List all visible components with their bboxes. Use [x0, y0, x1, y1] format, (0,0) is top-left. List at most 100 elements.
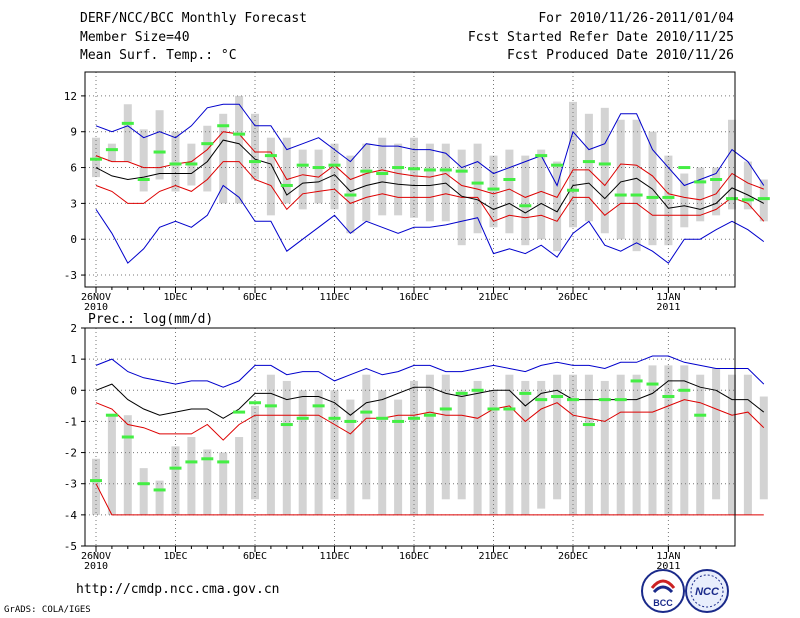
- ensemble-box: [696, 167, 705, 222]
- obs-marker: [471, 388, 484, 392]
- ensemble-box: [743, 374, 752, 515]
- obs-marker: [264, 404, 277, 408]
- ensemble-box: [107, 415, 116, 515]
- obs-marker: [312, 166, 325, 170]
- y-tick-label: 6: [70, 162, 77, 175]
- ensemble-box: [457, 390, 466, 500]
- series-min: [95, 103, 765, 187]
- obs-marker: [646, 195, 659, 199]
- obs-marker: [249, 160, 261, 164]
- obs-marker: [439, 168, 452, 172]
- ensemble-box: [92, 137, 100, 178]
- obs-marker: [264, 154, 277, 158]
- ensemble-box: [298, 390, 307, 515]
- y-tick-label: 2: [70, 322, 77, 335]
- ncc-logo-text: NCC: [695, 586, 720, 598]
- x-tick-label: 26DEC: [558, 292, 588, 303]
- plot-frame: [84, 327, 736, 547]
- x-tick-label: 26NOV: [81, 551, 111, 562]
- obs-marker: [662, 395, 675, 399]
- obs-marker: [757, 197, 770, 201]
- ensemble-box: [473, 143, 482, 234]
- ensemble-box: [712, 368, 721, 500]
- ensemble-box: [521, 155, 530, 246]
- ensemble-box: [410, 380, 418, 515]
- ensemble-box: [441, 143, 450, 222]
- obs-marker: [153, 488, 166, 492]
- ensemble-box: [235, 95, 244, 204]
- x-tick-label: 26NOV: [81, 292, 111, 303]
- x-tick-year: 2011: [656, 561, 680, 572]
- ensemble-box: [537, 380, 546, 509]
- ensemble-box: [314, 390, 323, 515]
- obs-marker: [408, 167, 420, 171]
- ensemble-box: [92, 458, 100, 515]
- obs-marker: [90, 479, 102, 483]
- obs-marker: [582, 423, 595, 427]
- y-tick-label: -3: [64, 478, 77, 491]
- obs-marker: [217, 460, 230, 464]
- obs-marker: [153, 150, 166, 154]
- chart-title: DERF/NCC/BCC Monthly Forecast: [80, 11, 307, 26]
- obs-marker: [392, 166, 405, 170]
- bcc-logo-text: BCC: [653, 598, 673, 608]
- obs-marker: [519, 391, 532, 395]
- series-mean: [95, 139, 765, 214]
- obs-marker: [487, 407, 500, 411]
- ensemble-box: [139, 129, 148, 192]
- obs-marker: [694, 413, 707, 417]
- ensemble-box: [553, 374, 562, 500]
- obs-marker: [662, 195, 675, 199]
- x-tick-year: 2010: [84, 561, 108, 572]
- ensemble-box: [584, 374, 593, 515]
- ensemble-box: [251, 113, 259, 180]
- obs-marker: [726, 197, 738, 201]
- ensemble-box: [298, 149, 307, 210]
- ensemble-box: [743, 161, 752, 210]
- ensemble-box: [759, 396, 768, 500]
- ensemble-box: [378, 137, 387, 216]
- ensemble-box: [282, 380, 291, 515]
- y-tick-label: 12: [64, 90, 77, 103]
- y-tick-label: 1: [70, 353, 77, 366]
- ensemble-box: [441, 374, 450, 500]
- obs-marker: [535, 398, 548, 402]
- obs-marker: [423, 168, 436, 172]
- obs-marker: [646, 382, 659, 386]
- obs-marker: [710, 178, 723, 181]
- obs-marker: [90, 157, 102, 161]
- obs-marker: [503, 407, 516, 411]
- obs-marker: [582, 160, 595, 164]
- obs-marker: [137, 178, 150, 181]
- obs-marker: [249, 401, 261, 405]
- series-min: [95, 483, 764, 516]
- y-tick-label: 3: [70, 197, 77, 210]
- y-tick-label: 0: [70, 233, 77, 246]
- footer-url[interactable]: http://cmdp.ncc.cma.gov.cn: [76, 582, 280, 597]
- y-tick-label: -5: [64, 540, 77, 553]
- ensemble-box: [600, 107, 609, 234]
- forecast-period: For 2010/11/26-2011/01/04: [538, 11, 734, 26]
- obs-marker: [423, 413, 436, 417]
- obs-marker: [455, 169, 468, 173]
- obs-marker: [201, 142, 214, 146]
- obs-marker: [455, 391, 468, 395]
- x-tick-label: 6DEC: [243, 292, 267, 303]
- ensemble-box: [584, 113, 593, 222]
- x-tick-label: 1DEC: [163, 551, 187, 562]
- obs-marker: [233, 410, 246, 414]
- produced-date: Fcst Produced Date 2010/11/26: [507, 48, 734, 63]
- obs-marker: [598, 398, 611, 402]
- ensemble-box: [346, 399, 355, 515]
- ensemble-box: [489, 155, 498, 228]
- plot-frame: [84, 71, 736, 288]
- obs-marker: [392, 419, 405, 423]
- ensemble-box: [537, 149, 546, 240]
- x-tick-label: 11DEC: [319, 551, 349, 562]
- obs-marker: [567, 398, 579, 402]
- ensemble-box: [203, 449, 212, 515]
- obs-marker: [487, 187, 500, 191]
- obs-marker: [280, 183, 293, 187]
- x-tick-label: 1DEC: [163, 292, 187, 303]
